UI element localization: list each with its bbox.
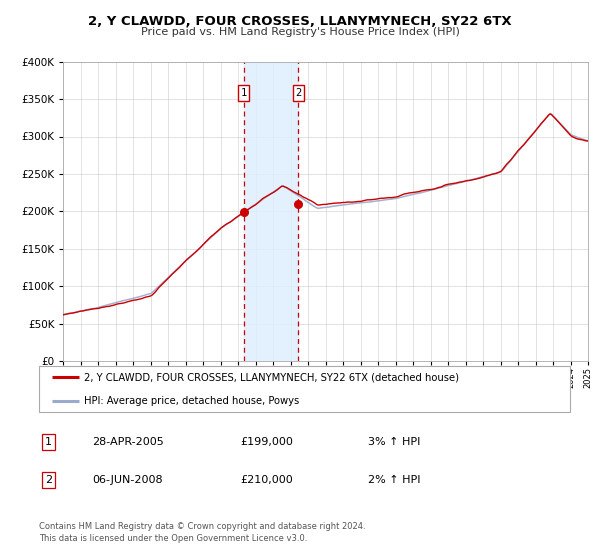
Text: 2: 2 [45, 475, 52, 485]
Text: 2: 2 [295, 88, 302, 98]
Text: HPI: Average price, detached house, Powys: HPI: Average price, detached house, Powy… [84, 396, 299, 407]
Text: £210,000: £210,000 [241, 475, 293, 485]
FancyBboxPatch shape [39, 366, 570, 412]
Text: 06-JUN-2008: 06-JUN-2008 [92, 475, 163, 485]
Text: 2% ↑ HPI: 2% ↑ HPI [368, 475, 421, 485]
Text: 2, Y CLAWDD, FOUR CROSSES, LLANYMYNECH, SY22 6TX (detached house): 2, Y CLAWDD, FOUR CROSSES, LLANYMYNECH, … [84, 372, 459, 382]
Text: Price paid vs. HM Land Registry's House Price Index (HPI): Price paid vs. HM Land Registry's House … [140, 27, 460, 37]
Text: 3% ↑ HPI: 3% ↑ HPI [368, 437, 421, 447]
Text: 28-APR-2005: 28-APR-2005 [92, 437, 164, 447]
Text: £199,000: £199,000 [241, 437, 293, 447]
Text: 2, Y CLAWDD, FOUR CROSSES, LLANYMYNECH, SY22 6TX: 2, Y CLAWDD, FOUR CROSSES, LLANYMYNECH, … [88, 15, 512, 27]
Text: 1: 1 [45, 437, 52, 447]
Text: 1: 1 [241, 88, 247, 98]
Text: Contains HM Land Registry data © Crown copyright and database right 2024.
This d: Contains HM Land Registry data © Crown c… [39, 522, 365, 543]
Bar [244, 62, 298, 361]
